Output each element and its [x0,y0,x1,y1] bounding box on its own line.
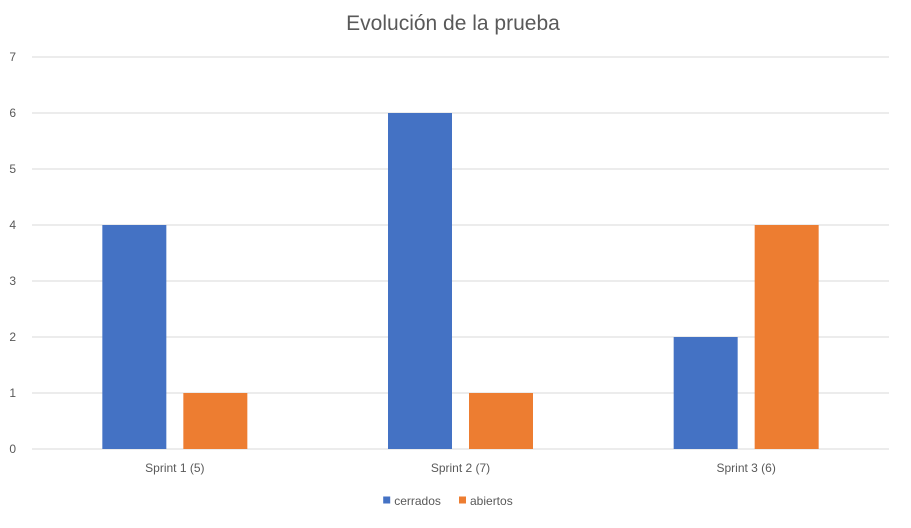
y-tick-label: 1 [9,386,16,400]
x-category-label: Sprint 1 (5) [145,461,204,475]
gridlines [32,56,889,450]
y-tick-label: 7 [9,50,16,64]
bar-abiertos-1 [183,393,248,449]
x-category-label: Sprint 2 (7) [431,461,490,475]
y-axis-tick-labels: 0 1 2 3 4 5 6 7 [9,50,16,456]
bar-abiertos-3 [754,225,819,449]
bar-cerrados-2 [388,113,452,449]
y-tick-label: 2 [9,330,16,344]
bar-cerrados-1 [102,225,167,449]
y-tick-label: 3 [9,274,16,288]
legend-label-cerrados: cerrados [394,494,441,508]
x-axis-category-labels: Sprint 1 (5) Sprint 2 (7) Sprint 3 (6) [145,461,776,475]
x-category-label: Sprint 3 (6) [716,461,775,475]
y-tick-label: 0 [9,442,16,456]
legend-swatch-cerrados [383,496,391,504]
y-tick-label: 5 [9,162,16,176]
bars [102,113,819,449]
legend-swatch-abiertos [459,496,466,504]
y-tick-label: 4 [9,218,16,232]
legend: cerrados abiertos [383,494,513,508]
bar-cerrados-3 [673,337,738,449]
legend-label-abiertos: abiertos [470,494,513,508]
y-tick-label: 6 [9,106,16,120]
chart-title: Evolución de la prueba [346,12,560,35]
bar-abiertos-2 [469,393,533,449]
